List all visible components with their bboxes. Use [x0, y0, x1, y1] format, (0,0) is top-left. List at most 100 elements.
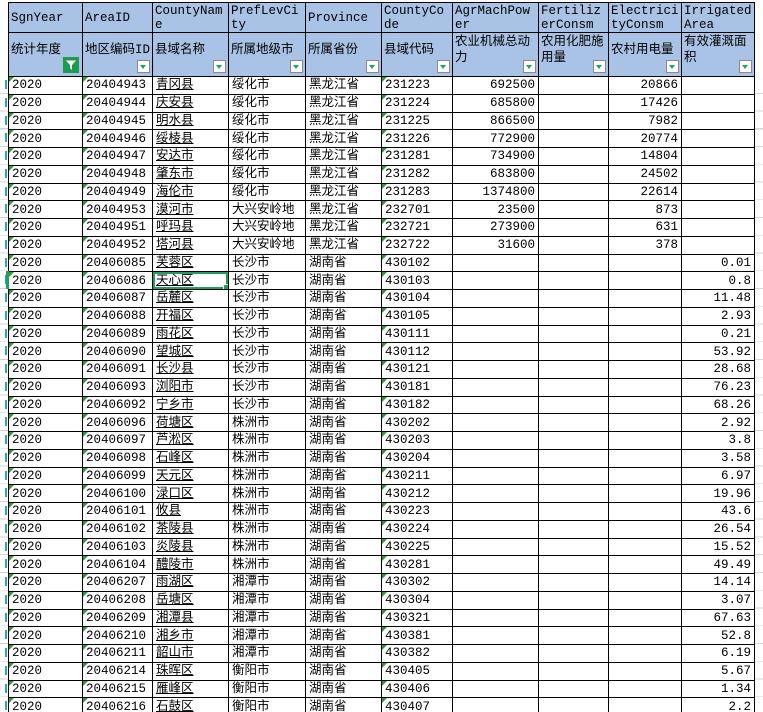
cell-ElectricityConsm[interactable]: 378 [609, 236, 682, 255]
filter-applied-button[interactable] [63, 57, 79, 73]
cell-IrrigatedArea[interactable]: 15.52 [682, 538, 755, 557]
cell-CountyCode[interactable]: 430103 [382, 272, 453, 290]
filter-dropdown-button[interactable] [593, 60, 606, 73]
cell-IrrigatedArea[interactable]: 67.63 [682, 609, 755, 628]
cell-CountyCode[interactable]: 430112 [382, 343, 453, 361]
cell-CountyCode[interactable]: 231226 [382, 130, 453, 148]
cell-IrrigatedArea[interactable]: 1.34 [682, 680, 755, 699]
cell-IrrigatedArea[interactable] [682, 112, 755, 131]
cell-SgnYear[interactable]: 2020 [9, 183, 83, 202]
cell-ElectricityConsm[interactable] [609, 361, 682, 379]
cell-AreaID[interactable]: 20406207 [83, 574, 153, 592]
column-header-zh-AreaID[interactable]: 地区编码ID [83, 33, 153, 77]
cell-CountyCode[interactable]: 430382 [382, 645, 453, 663]
cell-AgrMachPower[interactable] [453, 556, 539, 574]
cell-PrefLevCity[interactable]: 衡阳市 [229, 662, 306, 681]
cell-CountyCode[interactable]: 430381 [382, 627, 453, 645]
cell-IrrigatedArea[interactable]: 2.92 [682, 414, 755, 432]
cell-ElectricityConsm[interactable] [609, 662, 682, 681]
cell-CountyCode[interactable]: 430223 [382, 503, 453, 521]
cell-SgnYear[interactable]: 2020 [9, 165, 83, 184]
cell-FertilizerConsm[interactable] [539, 236, 609, 255]
cell-Province[interactable]: 湖南省 [306, 662, 382, 681]
cell-AreaID[interactable]: 20404946 [83, 130, 153, 148]
cell-AgrMachPower[interactable] [453, 343, 539, 361]
filter-dropdown-button[interactable] [739, 60, 752, 73]
cell-CountyCode[interactable]: 430202 [382, 414, 453, 432]
filter-dropdown-button[interactable] [290, 60, 303, 73]
cell-CountyName[interactable]: 岳麓区 [153, 290, 229, 308]
cell-CountyName[interactable]: 浏阳市 [153, 378, 229, 397]
cell-AgrMachPower[interactable] [453, 396, 539, 415]
cell-PrefLevCity[interactable]: 长沙市 [229, 325, 306, 344]
cell-CountyCode[interactable]: 430211 [382, 467, 453, 486]
cell-CountyName[interactable]: 漠河市 [153, 201, 229, 219]
column-header-en-AreaID[interactable]: AreaID [83, 3, 153, 33]
cell-Province[interactable]: 湖南省 [306, 503, 382, 521]
column-header-zh-ElectricityConsm[interactable]: 农村用电量 [609, 33, 682, 77]
cell-CountyCode[interactable]: 231224 [382, 94, 453, 113]
cell-PrefLevCity[interactable]: 大兴安岭地 [229, 201, 306, 219]
cell-ElectricityConsm[interactable] [609, 556, 682, 574]
cell-SgnYear[interactable]: 2020 [9, 94, 83, 113]
filter-dropdown-button[interactable] [437, 60, 450, 73]
cell-PrefLevCity[interactable]: 株洲市 [229, 467, 306, 486]
cell-CountyCode[interactable]: 430212 [382, 485, 453, 503]
cell-Province[interactable]: 湖南省 [306, 520, 382, 539]
cell-AgrMachPower[interactable] [453, 485, 539, 503]
cell-CountyName[interactable]: 呼玛县 [153, 219, 229, 237]
cell-AgrMachPower[interactable]: 866500 [453, 112, 539, 131]
cell-Province[interactable]: 湖南省 [306, 627, 382, 645]
cell-IrrigatedArea[interactable]: 76.23 [682, 378, 755, 397]
cell-IrrigatedArea[interactable]: 6.97 [682, 467, 755, 486]
cell-FertilizerConsm[interactable] [539, 201, 609, 219]
cell-CountyName[interactable]: 望城区 [153, 343, 229, 361]
cell-IrrigatedArea[interactable]: 68.26 [682, 396, 755, 415]
cell-CountyCode[interactable]: 430302 [382, 574, 453, 592]
cell-AgrMachPower[interactable] [453, 378, 539, 397]
cell-CountyName[interactable]: 炎陵县 [153, 538, 229, 557]
cell-ElectricityConsm[interactable]: 17426 [609, 94, 682, 113]
cell-Province[interactable]: 黑龙江省 [306, 148, 382, 166]
cell-AgrMachPower[interactable]: 734900 [453, 148, 539, 166]
cell-CountyCode[interactable]: 430121 [382, 361, 453, 379]
cell-AreaID[interactable]: 20406090 [83, 343, 153, 361]
cell-CountyCode[interactable]: 430104 [382, 290, 453, 308]
cell-SgnYear[interactable]: 2020 [9, 201, 83, 219]
cell-AgrMachPower[interactable] [453, 662, 539, 681]
cell-SgnYear[interactable]: 2020 [9, 378, 83, 397]
cell-ElectricityConsm[interactable] [609, 432, 682, 450]
cell-IrrigatedArea[interactable]: 6.19 [682, 645, 755, 663]
cell-CountyCode[interactable]: 232701 [382, 201, 453, 219]
cell-PrefLevCity[interactable]: 湘潭市 [229, 609, 306, 628]
cell-AgrMachPower[interactable] [453, 520, 539, 539]
cell-AreaID[interactable]: 20406214 [83, 662, 153, 681]
cell-Province[interactable]: 湖南省 [306, 485, 382, 503]
cell-ElectricityConsm[interactable]: 631 [609, 219, 682, 237]
cell-SgnYear[interactable]: 2020 [9, 254, 83, 273]
cell-Province[interactable]: 湖南省 [306, 680, 382, 699]
cell-PrefLevCity[interactable]: 长沙市 [229, 378, 306, 397]
cell-Province[interactable]: 黑龙江省 [306, 112, 382, 131]
cell-ElectricityConsm[interactable]: 24502 [609, 165, 682, 184]
cell-ElectricityConsm[interactable] [609, 290, 682, 308]
cell-CountyCode[interactable]: 430406 [382, 680, 453, 699]
cell-PrefLevCity[interactable]: 湘潭市 [229, 645, 306, 663]
cell-AreaID[interactable]: 20404943 [83, 77, 153, 95]
cell-Province[interactable]: 湖南省 [306, 254, 382, 273]
cell-SgnYear[interactable]: 2020 [9, 432, 83, 450]
cell-ElectricityConsm[interactable]: 22614 [609, 183, 682, 202]
cell-PrefLevCity[interactable]: 长沙市 [229, 361, 306, 379]
column-header-zh-FertilizerConsm[interactable]: 农用化肥施用量 [539, 33, 609, 77]
cell-CountyName[interactable]: 塔河县 [153, 236, 229, 255]
cell-CountyName[interactable]: 芙蓉区 [153, 254, 229, 273]
cell-CountyName[interactable]: 雁峰区 [153, 680, 229, 699]
selected-cell[interactable]: 天心区 [153, 272, 229, 290]
cell-Province[interactable]: 湖南省 [306, 591, 382, 610]
cell-ElectricityConsm[interactable] [609, 272, 682, 290]
cell-AgrMachPower[interactable]: 683800 [453, 165, 539, 184]
cell-IrrigatedArea[interactable] [682, 236, 755, 255]
cell-AgrMachPower[interactable] [453, 432, 539, 450]
cell-PrefLevCity[interactable]: 长沙市 [229, 272, 306, 290]
cell-FertilizerConsm[interactable] [539, 112, 609, 131]
